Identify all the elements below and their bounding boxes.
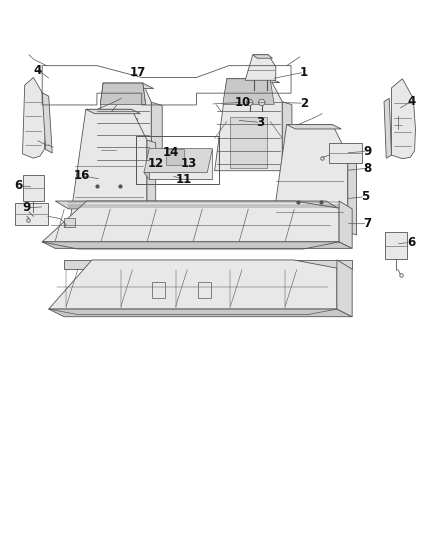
Polygon shape — [49, 260, 337, 309]
Text: 11: 11 — [176, 173, 192, 185]
Text: 4: 4 — [407, 95, 415, 108]
Polygon shape — [22, 77, 46, 158]
Text: 9: 9 — [23, 201, 31, 214]
Polygon shape — [215, 79, 283, 171]
Polygon shape — [246, 99, 253, 106]
Text: 10: 10 — [235, 96, 251, 109]
Polygon shape — [348, 156, 357, 235]
Polygon shape — [339, 201, 352, 248]
Polygon shape — [337, 260, 352, 317]
Polygon shape — [287, 125, 341, 129]
Polygon shape — [100, 83, 146, 104]
Polygon shape — [384, 99, 392, 158]
Text: 1: 1 — [300, 66, 308, 79]
Polygon shape — [227, 79, 280, 83]
Polygon shape — [283, 102, 292, 174]
Polygon shape — [95, 83, 151, 167]
Text: 7: 7 — [364, 217, 371, 230]
Polygon shape — [144, 149, 212, 173]
Text: 4: 4 — [34, 63, 42, 77]
Polygon shape — [149, 149, 212, 179]
Polygon shape — [22, 175, 44, 201]
Text: 16: 16 — [73, 169, 90, 182]
Polygon shape — [64, 260, 352, 269]
Polygon shape — [385, 232, 407, 259]
Polygon shape — [42, 242, 352, 248]
Polygon shape — [42, 201, 339, 242]
Text: 9: 9 — [364, 145, 371, 158]
Polygon shape — [71, 109, 147, 217]
Polygon shape — [258, 99, 265, 106]
Polygon shape — [230, 117, 268, 168]
Text: 6: 6 — [14, 179, 22, 192]
Text: 13: 13 — [180, 157, 197, 171]
Polygon shape — [42, 93, 52, 153]
Polygon shape — [14, 203, 48, 225]
Text: 8: 8 — [364, 161, 371, 175]
Polygon shape — [245, 55, 276, 80]
Polygon shape — [49, 309, 352, 317]
Polygon shape — [147, 140, 155, 220]
Polygon shape — [329, 143, 362, 163]
Polygon shape — [86, 109, 141, 114]
Text: 17: 17 — [130, 66, 146, 79]
Polygon shape — [103, 83, 154, 88]
Polygon shape — [272, 125, 348, 232]
Text: 3: 3 — [256, 116, 265, 129]
Text: 14: 14 — [163, 146, 179, 159]
Polygon shape — [392, 79, 416, 159]
Polygon shape — [166, 149, 184, 165]
Polygon shape — [151, 102, 162, 171]
Polygon shape — [109, 117, 137, 163]
Polygon shape — [223, 79, 274, 104]
Polygon shape — [64, 219, 75, 227]
Polygon shape — [253, 55, 272, 58]
Polygon shape — [144, 173, 212, 179]
Text: 2: 2 — [300, 96, 308, 110]
Text: 6: 6 — [407, 236, 415, 249]
Text: 5: 5 — [361, 190, 369, 203]
Text: 12: 12 — [148, 157, 164, 171]
Polygon shape — [55, 201, 339, 209]
